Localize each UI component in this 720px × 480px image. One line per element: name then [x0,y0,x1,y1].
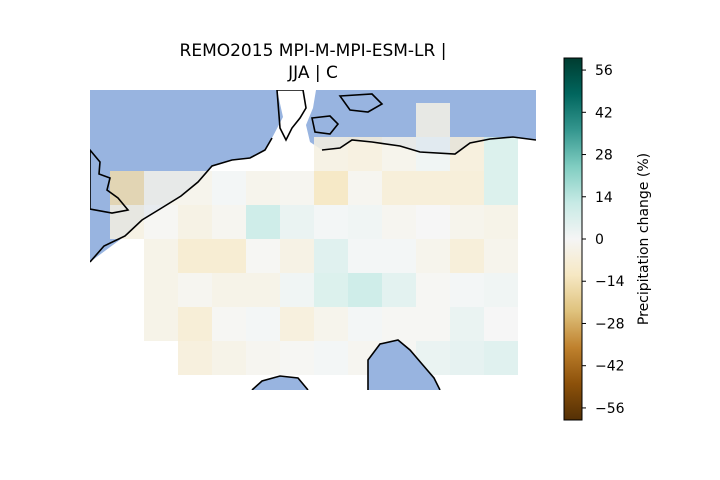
ligurian-water [252,376,308,390]
grid-cell [416,307,450,341]
grid-cell [450,273,484,307]
grid-cell [280,205,314,239]
ligurian-coastline [251,375,309,390]
adriatic-water [368,340,440,390]
grid-cell [348,239,382,273]
grid-cell [450,341,484,375]
grid-cell [382,307,416,341]
precipitation-grid [110,103,518,375]
grid-cell [484,171,518,205]
grid-cell [416,239,450,273]
grid-cell [144,205,178,239]
grid-cell [212,341,246,375]
grid-cell [144,171,178,205]
jutland-coast [276,90,307,142]
grid-cell [280,171,314,205]
map-area [90,90,536,390]
colorbar-tick-label: 56 [595,63,613,79]
grid-cell [416,103,450,137]
grid-cell [450,239,484,273]
grid-cell [246,171,280,205]
grid-cell [382,239,416,273]
chart-title: REMO2015 MPI-M-MPI-ESM-LR | [179,41,447,61]
grid-cell [314,307,348,341]
grid-cell [246,205,280,239]
grid-cell [348,307,382,341]
grid-cell [212,273,246,307]
grid-cell [212,171,246,205]
grid-cell [382,273,416,307]
grid-cell [450,171,484,205]
grid-cell [144,239,178,273]
grid-cell [246,239,280,273]
baltic-coastline [321,136,536,155]
grid-cell [450,307,484,341]
grid-cell [416,205,450,239]
grid-cell [484,341,518,375]
grid-cell [314,273,348,307]
britain-coast [90,148,130,214]
grid-cell [178,341,212,375]
grid-cell [110,171,144,205]
grid-cell [382,137,416,171]
grid-cell [348,205,382,239]
grid-cell [178,273,212,307]
grid-cell [450,205,484,239]
grid-cell [484,137,518,171]
grid-cell [178,205,212,239]
colorbar-tick-label: 28 [595,148,613,164]
grid-cell [314,171,348,205]
grid-cell [212,307,246,341]
colorbar-ticks: 56 42 28 14 0 −14 −28 −42 −56 [582,63,625,417]
colorbar-gradient [563,57,583,421]
adriatic-coastline [367,339,441,390]
grid-cell [212,205,246,239]
grid-cell [144,307,178,341]
colorbar-tick-label: −28 [595,316,625,332]
grid-cell [484,307,518,341]
grid-cell [144,273,178,307]
grid-cell [314,239,348,273]
grid-cell [178,171,212,205]
grid-cell [212,239,246,273]
chart-subtitle: JJA | C [288,63,338,83]
grid-cell [314,137,348,171]
island-coast [338,93,384,113]
grid-cell [484,273,518,307]
grid-cell [246,341,280,375]
colorbar-tick-label: 14 [595,190,613,206]
grid-cell [280,307,314,341]
colorbar-tick-label: 0 [595,232,604,248]
grid-cell [314,205,348,239]
colorbar: 56 42 28 14 0 −14 −28 −42 −56 Precipitation chan… [563,57,652,421]
grid-cell [484,205,518,239]
grid-cell [314,341,348,375]
grid-cell [348,171,382,205]
grid-cell [246,273,280,307]
grid-cell [280,273,314,307]
colorbar-tick-label: −14 [595,274,625,290]
continental-coastline [90,137,273,263]
grid-cell [416,273,450,307]
colorbar-tick-label: −56 [595,401,625,417]
grid-cell [348,273,382,307]
grid-cell [484,239,518,273]
colorbar-tick-label: 42 [595,105,613,121]
grid-cell [178,239,212,273]
grid-cell [416,171,450,205]
grid-cell [382,205,416,239]
colorbar-label: Precipitation change (%) [636,153,652,325]
grid-cell [280,341,314,375]
island-coast [311,115,340,135]
grid-cell [280,239,314,273]
colorbar-tick-label: −42 [595,359,625,375]
grid-cell [178,307,212,341]
grid-cell [246,307,280,341]
grid-cell [382,171,416,205]
